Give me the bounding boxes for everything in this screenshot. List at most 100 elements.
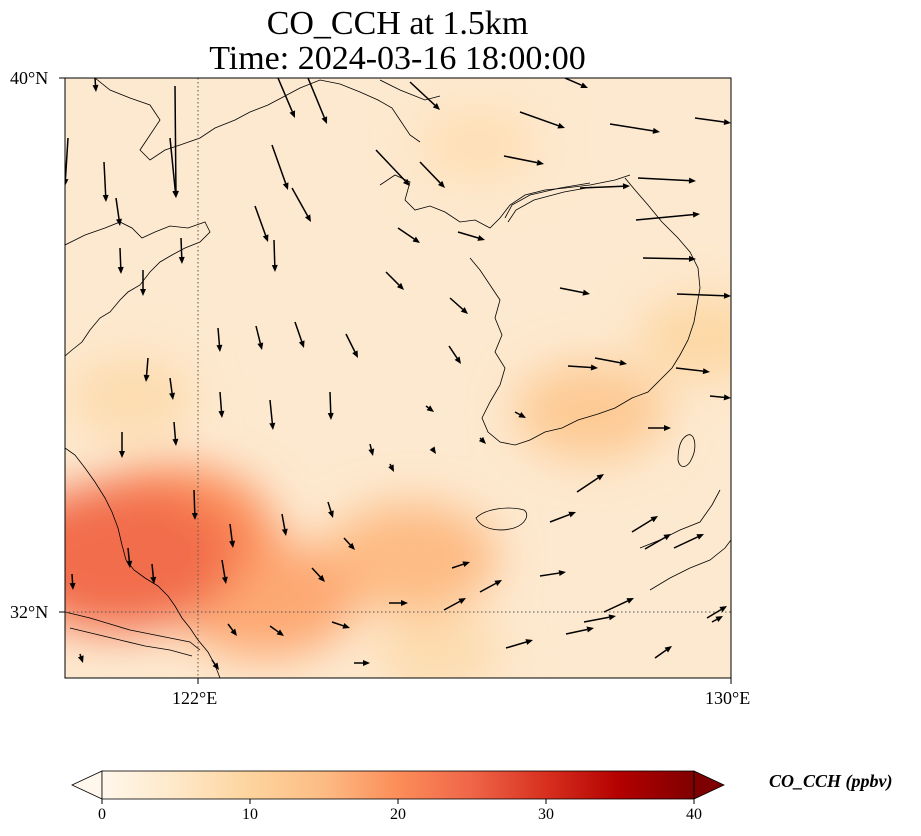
wind-arrow xyxy=(505,639,533,649)
wind-arrow xyxy=(69,573,76,590)
wind-arrow xyxy=(277,78,296,118)
coastlines xyxy=(65,78,731,678)
wind-arrow xyxy=(514,411,526,418)
wind-arrow xyxy=(254,205,269,242)
china-north-coast xyxy=(65,221,211,357)
wind-arrow xyxy=(409,81,440,110)
wind-arrow xyxy=(269,399,276,430)
wind-arrow xyxy=(443,598,466,611)
wind-arrow xyxy=(642,255,696,262)
wind-arrow xyxy=(269,625,284,636)
wind-arrow xyxy=(281,513,288,536)
lon-tick-label-130e: 130°E xyxy=(705,688,751,708)
wind-arrow xyxy=(77,653,84,663)
colorbar-tick-label: 20 xyxy=(390,806,406,823)
wind-arrow xyxy=(178,237,185,264)
colorbar-gradient xyxy=(102,771,694,799)
wind-arrow xyxy=(631,516,658,533)
tsushima-island xyxy=(677,434,696,467)
wind-arrow xyxy=(503,155,544,166)
wind-arrow xyxy=(676,292,731,299)
wind-arrow xyxy=(567,364,598,371)
lat-tick-label-40n: 40°N xyxy=(10,68,49,88)
lat-tick-label-32n: 32°N xyxy=(10,602,49,622)
map-subtitle-time: Time: 2024-03-16 18:00:00 xyxy=(209,40,586,77)
wind-arrow xyxy=(119,432,125,458)
korea-peninsula-coast xyxy=(469,177,701,446)
wind-arrow xyxy=(368,443,375,456)
concentration-hotspot xyxy=(68,357,196,439)
wind-arrow xyxy=(218,391,225,418)
concentration-hotspot xyxy=(514,362,668,461)
gridlines xyxy=(65,78,731,678)
wind-arrow xyxy=(579,183,630,190)
wind-arrow xyxy=(519,111,565,129)
wind-arrow xyxy=(694,117,731,126)
wind-arrow xyxy=(291,187,311,222)
wind-arrow xyxy=(102,161,109,202)
wind-arrow xyxy=(150,563,157,584)
wind-arrow xyxy=(327,391,334,420)
wind-arrow xyxy=(565,626,594,635)
wind-arrow xyxy=(331,621,350,629)
wind-arrow xyxy=(172,421,179,446)
wind-arrow xyxy=(457,231,485,241)
liaodong-coast xyxy=(94,78,421,161)
wind-arrow xyxy=(559,287,590,296)
wind-arrow xyxy=(448,345,461,364)
colorbar-tick-label: 10 xyxy=(242,806,258,823)
wind-arrow xyxy=(603,598,634,613)
yalu-river xyxy=(504,182,593,223)
wind-arrow xyxy=(354,660,370,666)
wind-arrow xyxy=(478,436,486,444)
wind-arrow xyxy=(583,614,616,623)
wind-arrow xyxy=(549,511,576,523)
wind-arrow xyxy=(564,78,588,88)
colorbar-extend-high xyxy=(693,770,725,800)
wind-arrow xyxy=(385,271,404,290)
wind-arrow xyxy=(375,149,410,186)
wind-arrow xyxy=(449,297,468,314)
colorbar xyxy=(71,770,725,804)
lon-tick-label-122e: 122°E xyxy=(172,688,218,708)
concentration-hotspot xyxy=(374,610,502,678)
wind-arrow xyxy=(594,357,627,366)
wind-arrow xyxy=(221,559,228,584)
wind-arrow xyxy=(216,327,223,352)
wind-arrow xyxy=(709,394,731,401)
wind-arrow xyxy=(576,474,604,493)
wind-arrow xyxy=(425,405,434,412)
colorbar-extend-low xyxy=(71,770,103,800)
concentration-field xyxy=(65,78,731,678)
map-frame xyxy=(64,77,732,679)
wind-arrow xyxy=(479,580,502,593)
wind-arrow xyxy=(227,623,237,636)
wind-arrow xyxy=(271,239,278,272)
wind-arrow xyxy=(675,367,710,375)
jeju-island xyxy=(475,507,528,531)
wind-arrow xyxy=(115,197,122,226)
wind-arrow xyxy=(637,177,696,184)
wind-arrow xyxy=(609,123,660,134)
wind-arrow xyxy=(389,600,408,606)
wind-arrow xyxy=(307,78,328,124)
wind-vectors xyxy=(65,78,731,670)
wind-arrow xyxy=(92,78,99,92)
concentration-hotspot xyxy=(637,295,731,381)
wind-arrow xyxy=(229,523,236,548)
wind-arrow xyxy=(140,270,146,296)
concentration-hotspot xyxy=(65,484,234,632)
wind-arrow xyxy=(271,144,289,190)
wind-arrow xyxy=(419,161,445,188)
axis-ticks xyxy=(59,77,732,684)
wind-arrow xyxy=(397,227,420,243)
wind-arrow xyxy=(648,425,671,431)
colorbar-tick-label: 40 xyxy=(686,806,702,823)
wind-arrow xyxy=(143,357,150,382)
wind-arrow xyxy=(388,463,394,472)
map-title: CO_CCH at 1.5km xyxy=(266,5,529,42)
wind-arrow xyxy=(706,606,727,619)
wind-arrow xyxy=(191,489,198,520)
wind-arrow xyxy=(294,321,305,348)
